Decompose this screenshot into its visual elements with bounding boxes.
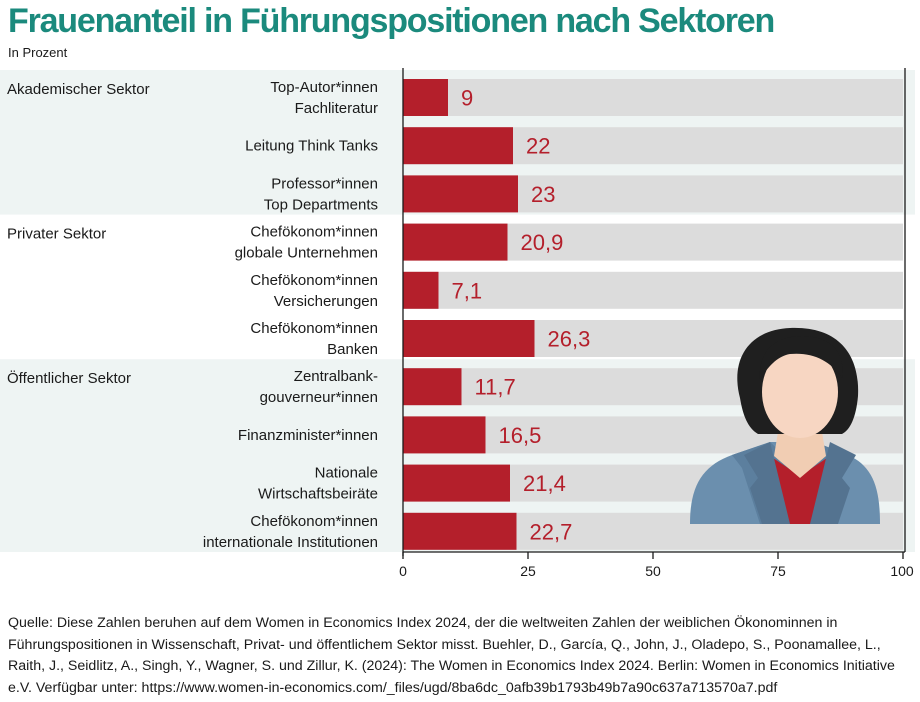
x-tick-label: 0 <box>399 563 407 579</box>
woman-avatar-icon <box>690 327 880 524</box>
bar-label: Chefökonom*innen <box>250 224 378 241</box>
bar <box>403 79 448 116</box>
value-label: 20,9 <box>521 230 564 255</box>
bar-label: Banken <box>327 341 378 358</box>
bar-track <box>403 79 903 116</box>
bar <box>403 320 535 357</box>
value-label: 9 <box>461 86 473 111</box>
bar <box>403 223 508 261</box>
bar <box>403 175 518 213</box>
bar-label: Professor*innen <box>271 175 378 192</box>
value-label: 21,4 <box>523 471 566 496</box>
bar-label: Top-Autor*innen <box>270 79 378 96</box>
bar-label: Chefökonom*innen <box>250 320 378 337</box>
bar-label: Leitung Think Tanks <box>245 138 378 155</box>
value-label: 7,1 <box>452 278 483 303</box>
value-label: 26,3 <box>548 327 591 352</box>
sector-label: Privater Sektor <box>7 226 106 243</box>
bar <box>403 368 462 406</box>
bar <box>403 127 513 165</box>
chart-subtitle: In Prozent <box>8 45 68 60</box>
sector-label: Öffentlicher Sektor <box>7 369 131 387</box>
bar-label: gouverneur*innen <box>260 389 378 406</box>
bar-label: Wirtschaftsbeiräte <box>258 486 378 503</box>
bar-label: Fachliteratur <box>295 100 378 117</box>
x-tick-label: 50 <box>645 563 661 579</box>
source-note: Quelle: Diese Zahlen beruhen auf dem Wom… <box>8 615 895 696</box>
sector-label: Akademischer Sektor <box>7 81 150 98</box>
value-label: 22,7 <box>530 519 573 544</box>
bar-label: Chefökonom*innen <box>250 272 378 289</box>
bar-chart: Akademischer Sektor Top-Autor*innen Fachli… <box>0 68 915 579</box>
value-label: 22 <box>526 134 550 159</box>
bar <box>403 512 517 550</box>
bar-label: Finanzminister*innen <box>238 427 378 444</box>
value-labels: 9 22 23 20,9 7,1 26,3 11,7 16,5 21,4 22,7 <box>452 86 591 545</box>
bar-track <box>403 271 903 309</box>
bar <box>403 464 510 502</box>
category-labels: Akademischer Sektor Top-Autor*innen Fachli… <box>7 79 378 551</box>
x-tick-label: 100 <box>890 563 914 579</box>
chart-title: Frauenanteil in Führungspositionen nach … <box>8 2 775 40</box>
value-label: 11,7 <box>475 375 516 400</box>
bar-label: internationale Institutionen <box>203 534 378 551</box>
bars <box>403 79 535 550</box>
bar-label: Versicherungen <box>274 293 378 310</box>
bar-label: globale Unternehmen <box>235 245 378 262</box>
x-tick-label: 25 <box>520 563 536 579</box>
value-label: 16,5 <box>499 423 542 448</box>
x-tick-label: 75 <box>770 563 786 579</box>
bar-label: Top Departments <box>264 196 378 213</box>
bar-label: Nationale <box>315 465 378 482</box>
bar-label: Chefökonom*innen <box>250 513 378 530</box>
bar <box>403 271 439 309</box>
value-label: 23 <box>531 182 555 207</box>
bar <box>403 416 486 454</box>
x-axis: 0 25 50 75 100 <box>399 68 914 579</box>
bar-label: Zentralbank- <box>294 368 378 385</box>
